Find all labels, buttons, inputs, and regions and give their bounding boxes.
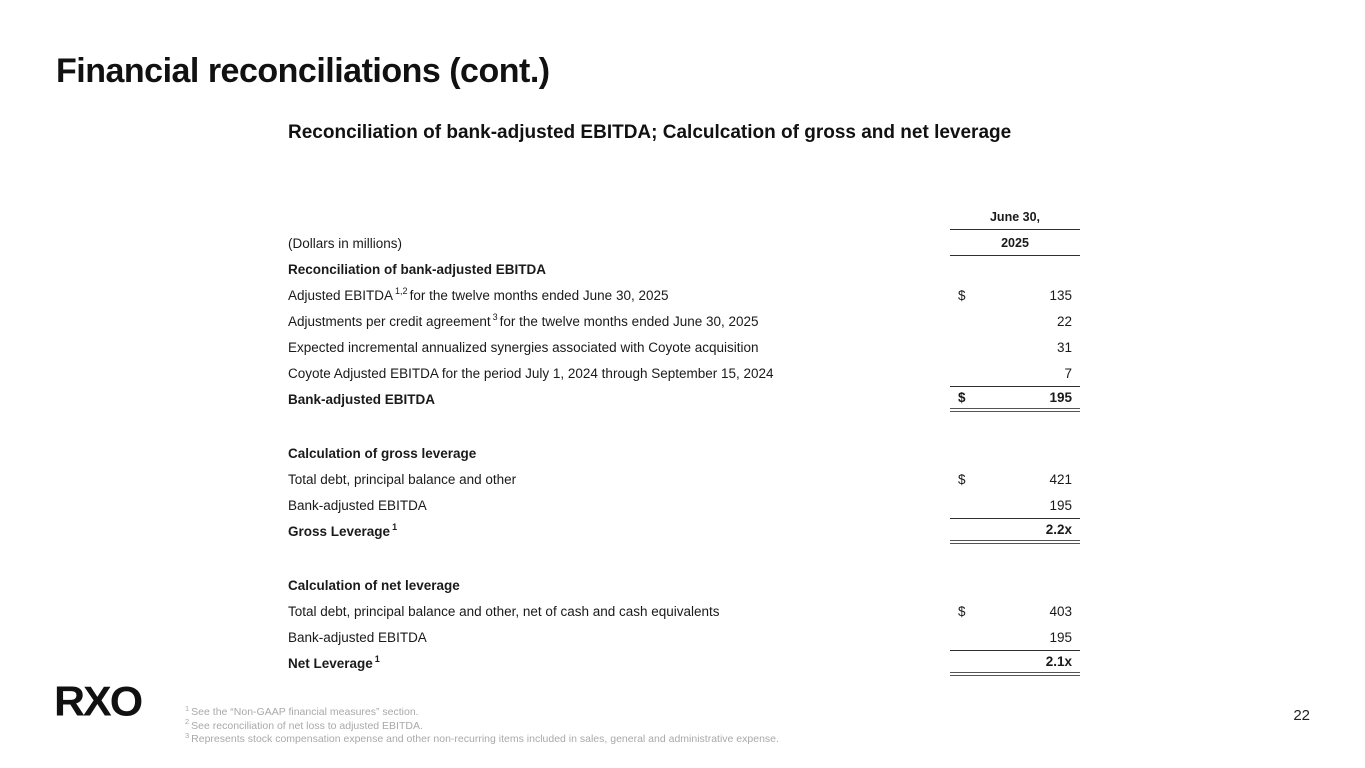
total-label: Bank-adjusted EBITDA [288,391,436,407]
section-heading-net-leverage: Calculation of net leverage [288,572,1080,598]
total-amount-cell: 2.1x [950,650,1080,676]
amount-value: 2.2x [1045,522,1072,537]
amount-value: 31 [1056,339,1072,355]
footnote-ref: 1,2 [395,286,408,296]
amount-value: 135 [1049,287,1072,303]
footnote-number: 1 [185,703,190,713]
currency-sign: $ [958,603,966,619]
table-row-bank-adjusted-ebitda-total: Bank-adjusted EBITDA $195 [288,386,1080,412]
rxo-logo: RXO [54,678,143,726]
footnote-number: 3 [185,730,190,740]
row-label-text: for the twelve months ended June 30, 202… [409,287,669,303]
section-gap [288,544,1080,572]
table-row-net-leverage-total: Net Leverage 1 2.1x [288,650,1080,676]
footnote-text: Represents stock compensation expense an… [191,733,779,745]
row-label: Adjustments per credit agreement 3 for the… [288,312,950,329]
row-label-text: for the twelve months ended June 30, 202… [499,313,759,329]
footnote-3: 3 Represents stock compensation expense a… [185,730,779,747]
section-heading-label: Calculation of gross leverage [288,445,477,461]
footnote-text: See reconciliation of net loss to adjust… [191,719,423,732]
table-row-gross-leverage-total: Gross Leverage 1 2.2x [288,518,1080,544]
footnote-2: 2 See reconciliation of net loss to adjus… [185,717,779,734]
empty-amount [950,256,1080,282]
amount-cell: 7 [950,360,1080,386]
row-label-text: Adjusted EBITDA [288,287,394,303]
footnotes: 1 See the “Non-GAAP financial measures” s… [185,703,779,747]
amount-cell: $421 [950,466,1080,492]
amount-value: 22 [1056,313,1072,329]
footnote-ref: 1 [392,522,398,532]
amount-value: 403 [1049,603,1072,619]
column-header-year: 2025 [950,230,1080,256]
total-amount-cell: 2.2x [950,518,1080,544]
amount-cell: $135 [950,282,1080,308]
total-label-text: Gross Leverage [288,523,391,539]
row-label: Total debt, principal balance and other,… [288,603,720,619]
page-title: Financial reconciliations (cont.) [56,52,550,90]
footnote-number: 2 [185,717,190,726]
table-row-bank-adjusted-ebitda-net: Bank-adjusted EBITDA 195 [288,624,1080,650]
amount-cell: 31 [950,334,1080,360]
amount-cell: $403 [950,598,1080,624]
amount-value: 195 [1049,497,1072,513]
row-label: Expected incremental annualized synergie… [288,339,759,355]
currency-sign: $ [958,287,966,303]
units-label: (Dollars in millions) [288,235,403,251]
footnote-ref: 1 [374,654,380,664]
row-label: Bank-adjusted EBITDA [288,629,427,645]
amount-cell: 195 [950,624,1080,650]
page-number: 22 [1293,707,1310,724]
footnote-ref: 3 [492,312,498,322]
row-label: Adjusted EBITDA 1,2 for the twelve months … [288,286,950,303]
amount-value: 2.1x [1045,654,1072,669]
section-heading-label: Calculation of net leverage [288,577,460,593]
reconciliation-table: June 30, (Dollars in millions) 2025 Reco… [288,204,1080,676]
row-label: Coyote Adjusted EBITDA for the period Ju… [288,365,774,381]
total-label: Gross Leverage 1 [288,522,950,539]
section-heading-ebitda: Reconciliation of bank-adjusted EBITDA [288,256,1080,282]
table-row-coyote-ebitda: Coyote Adjusted EBITDA for the period Ju… [288,360,1080,386]
amount-value: 195 [1049,629,1072,645]
footnote-text: See the “Non-GAAP financial measures” se… [191,706,419,718]
table-header-row-year: (Dollars in millions) 2025 [288,230,1080,256]
row-label-text: Adjustments per credit agreement [288,313,491,329]
table-row-adjusted-ebitda: Adjusted EBITDA 1,2 for the twelve months … [288,282,1080,308]
row-label: Total debt, principal balance and other [288,471,517,487]
table-title: Reconciliation of bank-adjusted EBITDA; … [288,122,1012,143]
amount-value: 421 [1049,471,1072,487]
column-header-period: June 30, [950,204,1080,230]
amount-value: 7 [1064,365,1072,381]
footnote-1: 1 See the “Non-GAAP financial measures” s… [185,703,779,720]
section-heading-gross-leverage: Calculation of gross leverage [288,440,1080,466]
currency-sign: $ [958,471,966,487]
total-label: Net Leverage 1 [288,654,950,671]
section-heading-label: Reconciliation of bank-adjusted EBITDA [288,261,547,277]
empty-amount [950,440,1080,466]
table-row-synergies: Expected incremental annualized synergie… [288,334,1080,360]
table-row-total-debt-net: Total debt, principal balance and other,… [288,598,1080,624]
amount-cell: 195 [950,492,1080,518]
currency-sign: $ [958,390,966,405]
empty-amount [950,572,1080,598]
total-amount-cell: $195 [950,386,1080,412]
table-header-row-period: June 30, [288,204,1080,230]
table-row-credit-adjustments: Adjustments per credit agreement 3 for the… [288,308,1080,334]
table-row-total-debt: Total debt, principal balance and other … [288,466,1080,492]
amount-value: 195 [1049,390,1072,405]
amount-cell: 22 [950,308,1080,334]
row-label: Bank-adjusted EBITDA [288,497,427,513]
total-label-text: Net Leverage [288,655,373,671]
table-row-bank-adjusted-ebitda-gross: Bank-adjusted EBITDA 195 [288,492,1080,518]
section-gap [288,412,1080,440]
